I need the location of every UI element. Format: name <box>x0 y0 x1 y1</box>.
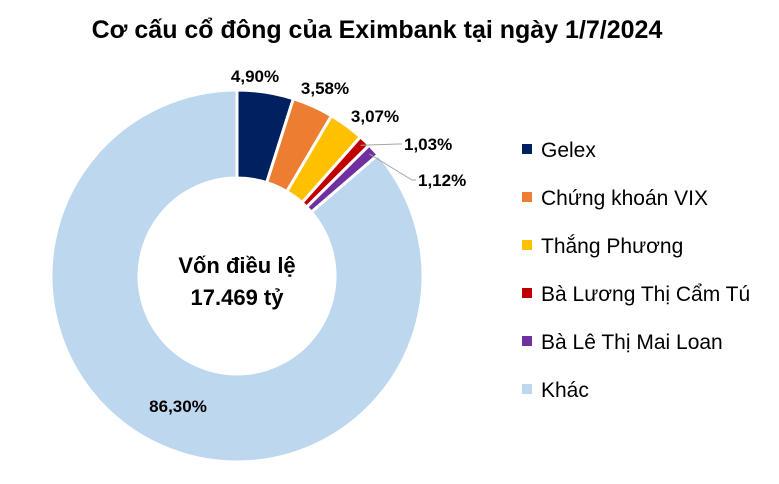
legend-label-khac: Khác <box>541 379 589 402</box>
legend: Gelex Chứng khoán VIX Thắng Phương Bà Lương… <box>522 139 750 402</box>
legend-label-gelex: Gelex <box>541 139 596 162</box>
leader-ba-luong-thi-cam-tu <box>360 143 402 146</box>
label-chung-khoan-vix: 3,58% <box>301 79 349 98</box>
center-label-line-1: Vốn điều lệ <box>178 253 295 278</box>
chart-title: Cơ cấu cổ đông của Eximbank tại ngày 1/7… <box>92 16 663 44</box>
label-leader-lines <box>360 143 416 181</box>
percentage-labels: 4,90% 3,58%3,07% 1,03% 1,12% 86,30% <box>149 67 466 416</box>
label-gelex: 4,90% <box>231 67 279 86</box>
center-label-line-2: 17.469 tỷ <box>191 285 285 310</box>
legend-swatch-ba-le-thi-mai-loan <box>522 336 532 346</box>
legend-swatch-thang-phuong <box>522 240 532 250</box>
legend-swatch-ba-luong-thi-cam-tu <box>522 288 532 298</box>
legend-swatch-chung-khoan-vix <box>522 192 532 202</box>
legend-label-ba-le-thi-mai-loan: Bà Lê Thị Mai Loan <box>541 331 723 354</box>
legend-label-thang-phuong: Thắng Phương <box>541 235 683 258</box>
legend-swatch-gelex <box>522 144 532 154</box>
label-thang-phuong: 3,07% <box>351 107 399 126</box>
leader-ba-le-thi-mai-loan <box>369 153 416 181</box>
label-khac: 86,30% <box>149 397 207 416</box>
label-ba-le-thi-mai-loan: 1,12% <box>418 171 466 190</box>
label-ba-luong-thi-cam-tu: 1,03% <box>404 135 452 154</box>
slice-khac <box>49 88 425 464</box>
donut-slices <box>49 88 425 464</box>
legend-label-chung-khoan-vix: Chứng khoán VIX <box>541 187 708 210</box>
legend-label-ba-luong-thi-cam-tu: Bà Lương Thị Cẩm Tú <box>541 283 750 306</box>
legend-swatch-khac <box>522 384 532 394</box>
